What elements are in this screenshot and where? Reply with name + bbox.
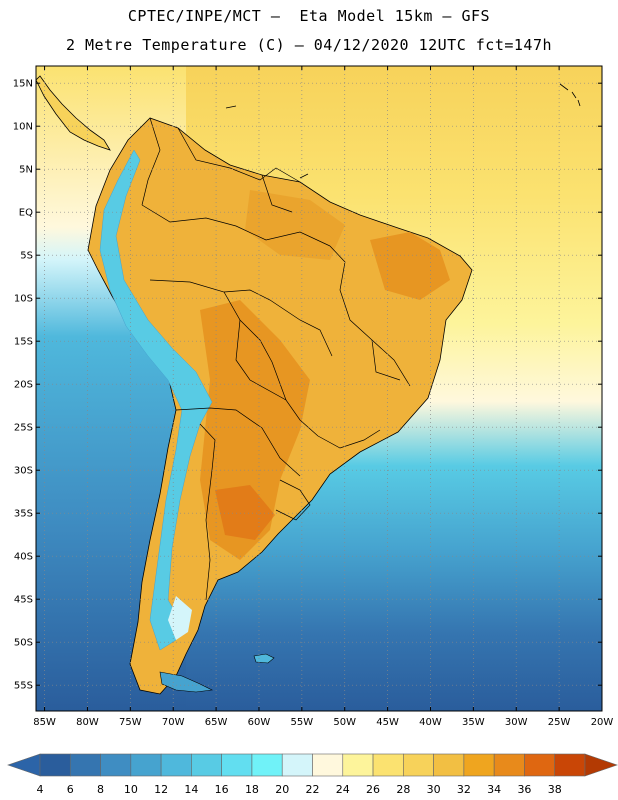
latitude-labels: 15N 10N 5N EQ 5S 10S 15S 20S 25S 30S 35S 40S 45S 50S 5… xyxy=(13,79,602,692)
colorbar-label: 28 xyxy=(396,783,410,796)
lat-label: 30S xyxy=(14,466,33,477)
colorbar-swatch xyxy=(554,753,586,777)
colorbar-label: 20 xyxy=(275,783,289,796)
colorbar-label: 24 xyxy=(336,783,350,796)
title-line-1: CPTEC/INPE/MCT – Eta Model 15km – GFS xyxy=(127,7,491,25)
lat-label: EQ xyxy=(19,208,33,219)
lon-label: 35W xyxy=(462,717,485,728)
lat-label: 5S xyxy=(20,251,33,262)
hot-northeast xyxy=(370,232,450,300)
lon-label: 40W xyxy=(419,717,442,728)
colorbar-label: 14 xyxy=(184,783,198,796)
central-america xyxy=(36,75,111,151)
lat-label: 15S xyxy=(14,337,33,348)
lon-label: 65W xyxy=(205,717,228,728)
colorbar-label: 30 xyxy=(427,783,441,796)
lat-label: 40S xyxy=(14,552,33,563)
colorbar-label: 22 xyxy=(306,783,320,796)
lat-label: 15N xyxy=(13,79,33,90)
andes-cold xyxy=(99,149,213,651)
lat-label: 10S xyxy=(14,294,33,305)
lon-label: 55W xyxy=(291,717,314,728)
colorbar-swatch xyxy=(433,753,465,777)
colorbar-swatch xyxy=(524,753,556,777)
colorbar-swatch xyxy=(342,753,374,777)
colorbar-label: 18 xyxy=(245,783,259,796)
colorbar-swatch xyxy=(160,753,192,777)
colorbar-swatch xyxy=(281,753,313,777)
lat-label: 5N xyxy=(19,165,33,176)
colorbar-swatch xyxy=(372,753,404,777)
lon-label: 20W xyxy=(591,717,614,728)
colorbar-swatch xyxy=(493,753,525,777)
colorbar-label: 4 xyxy=(37,783,44,796)
lat-label: 25S xyxy=(14,423,33,434)
lat-label: 55S xyxy=(14,681,33,692)
lon-label: 25W xyxy=(548,717,571,728)
colorbar-swatch xyxy=(100,753,132,777)
colorbar-label: 12 xyxy=(154,783,168,796)
colorbar-swatch xyxy=(403,753,434,777)
lat-label: 10N xyxy=(13,122,33,133)
colorbar-swatch xyxy=(191,753,222,777)
map-frame xyxy=(35,65,603,712)
lat-label: 50S xyxy=(14,638,33,649)
country-borders xyxy=(141,117,411,601)
falklands xyxy=(253,653,275,664)
hot-patagonia xyxy=(215,485,275,540)
colorbar-label: 10 xyxy=(124,783,138,796)
longitude-labels: 85W 80W 75W 70W 65W 60W 55W 50W 45W 40W 35W 30W 25W 2… xyxy=(33,66,613,728)
colorbar-label: 34 xyxy=(487,783,501,796)
colorbar-swatch xyxy=(251,753,283,777)
lon-label: 30W xyxy=(505,717,528,728)
colorbar-label: 36 xyxy=(517,783,531,796)
andes-snow xyxy=(168,596,192,640)
colorbar-label: 26 xyxy=(366,783,380,796)
hot-amazon xyxy=(245,190,345,260)
colorbar-label: 6 xyxy=(67,783,74,796)
colorbar-swatch xyxy=(463,753,495,777)
colorbar-low-arrow xyxy=(7,753,41,777)
lat-label: 45S xyxy=(14,595,33,606)
lat-label: 20S xyxy=(14,380,33,391)
map-field xyxy=(36,66,602,711)
colorbar-label: 8 xyxy=(97,783,104,796)
lon-label: 85W xyxy=(33,717,56,728)
colorbar-swatch xyxy=(221,753,253,777)
lon-label: 60W xyxy=(248,717,271,728)
colorbar-swatch xyxy=(69,753,101,777)
lon-label: 45W xyxy=(376,717,399,728)
colorbar-swatch xyxy=(312,753,344,777)
colorbar: 4 6 8 10 12 14 16 18 20 22 24 26 28 30 32 34 36 38 xyxy=(7,753,618,796)
caribbean-islands xyxy=(225,83,581,179)
colorbar-label: 16 xyxy=(215,783,229,796)
lon-label: 50W xyxy=(333,717,356,728)
lon-label: 75W xyxy=(119,717,142,728)
colorbar-label: 38 xyxy=(548,783,562,796)
lon-label: 80W xyxy=(76,717,99,728)
lon-label: 70W xyxy=(162,717,185,728)
title-line-2: 2 Metre Temperature (C) – 04/12/2020 12U… xyxy=(65,36,553,54)
colorbar-swatch xyxy=(130,753,162,777)
colorbar-label: 32 xyxy=(457,783,471,796)
lat-label: 35S xyxy=(14,509,33,520)
colorbar-swatch xyxy=(39,753,71,777)
colorbar-high-arrow xyxy=(584,753,618,777)
